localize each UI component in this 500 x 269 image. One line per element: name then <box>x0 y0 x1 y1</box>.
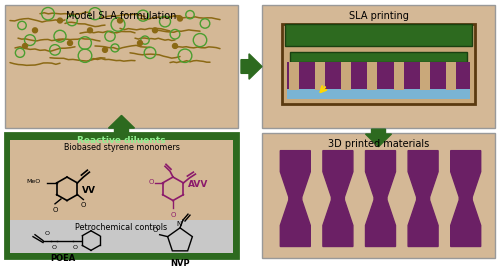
Text: O: O <box>170 212 175 218</box>
Bar <box>315 62 325 90</box>
Bar <box>290 52 467 62</box>
Text: O: O <box>149 179 154 185</box>
Circle shape <box>152 28 158 33</box>
Text: VV: VV <box>82 186 96 195</box>
Polygon shape <box>450 151 480 246</box>
Text: Petrochemical controls: Petrochemical controls <box>76 223 168 232</box>
Text: Biobased styrene monomers: Biobased styrene monomers <box>64 143 180 152</box>
Circle shape <box>178 16 182 21</box>
Text: N: N <box>176 221 182 227</box>
Polygon shape <box>241 54 262 79</box>
Polygon shape <box>323 151 353 246</box>
Text: O: O <box>52 245 57 250</box>
Text: O: O <box>80 203 86 208</box>
Bar <box>287 89 470 99</box>
Text: MeO: MeO <box>26 179 40 185</box>
Polygon shape <box>280 151 310 246</box>
Bar <box>10 140 233 219</box>
Polygon shape <box>366 129 392 147</box>
Text: O: O <box>44 231 50 236</box>
Bar <box>368 62 378 90</box>
Text: 3D printed materials: 3D printed materials <box>328 139 429 149</box>
Circle shape <box>58 18 62 23</box>
Polygon shape <box>366 151 396 246</box>
Circle shape <box>172 44 178 48</box>
Text: O: O <box>153 227 158 233</box>
Text: Model SLA formulation: Model SLA formulation <box>66 11 176 21</box>
Bar <box>394 62 404 90</box>
Circle shape <box>32 28 38 33</box>
Bar <box>262 133 495 258</box>
Bar <box>342 62 351 90</box>
Circle shape <box>102 47 108 52</box>
Bar <box>446 62 456 90</box>
Polygon shape <box>108 115 134 133</box>
Text: POEA: POEA <box>50 254 76 263</box>
Bar <box>10 220 233 253</box>
Bar <box>282 24 475 104</box>
Text: Reactive diluents: Reactive diluents <box>77 136 166 145</box>
Text: SLA printing: SLA printing <box>348 11 408 21</box>
Bar <box>10 172 233 253</box>
Bar <box>5 133 238 258</box>
Polygon shape <box>408 151 438 246</box>
Circle shape <box>118 18 122 23</box>
Text: O: O <box>72 245 78 250</box>
Text: NVP: NVP <box>170 259 190 268</box>
Bar <box>420 62 430 90</box>
Bar <box>289 62 299 90</box>
Text: AVV: AVV <box>188 180 208 189</box>
Circle shape <box>138 41 142 45</box>
Circle shape <box>22 44 28 48</box>
Bar <box>287 62 470 99</box>
Circle shape <box>88 28 92 33</box>
Bar <box>285 24 472 46</box>
Bar <box>5 5 238 128</box>
Circle shape <box>68 41 72 45</box>
Text: O: O <box>52 207 58 213</box>
Bar <box>262 5 495 128</box>
